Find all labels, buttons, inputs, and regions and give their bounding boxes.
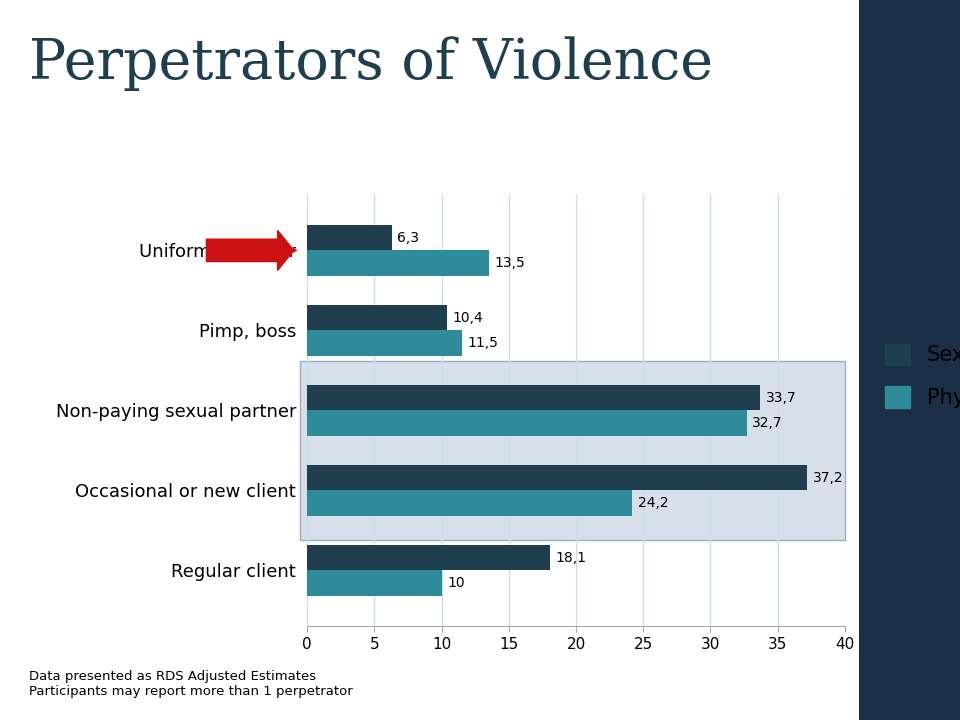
Text: 24,2: 24,2	[637, 496, 668, 510]
Text: 33,7: 33,7	[765, 390, 796, 405]
FancyBboxPatch shape	[300, 361, 845, 540]
Bar	[307, 384, 760, 410]
Bar	[307, 465, 807, 490]
Bar	[307, 225, 392, 251]
Text: Data presented as RDS Adjusted Estimates
Participants may report more than 1 per: Data presented as RDS Adjusted Estimates…	[29, 670, 352, 698]
Text: Perpetrators of Violence: Perpetrators of Violence	[29, 36, 712, 91]
Text: 6,3: 6,3	[397, 230, 420, 245]
Text: 18,1: 18,1	[556, 551, 587, 564]
Bar	[307, 570, 442, 596]
Bar	[307, 305, 447, 330]
Bar	[307, 545, 550, 570]
Bar	[307, 251, 489, 276]
Text: 10,4: 10,4	[452, 310, 483, 325]
Text: 13,5: 13,5	[494, 256, 525, 270]
Legend: Sexual, Physical: Sexual, Physical	[876, 336, 960, 416]
Bar	[307, 490, 633, 516]
Text: 37,2: 37,2	[812, 471, 843, 485]
Bar	[307, 330, 462, 356]
Text: 10: 10	[447, 576, 465, 590]
Text: 11,5: 11,5	[468, 336, 498, 350]
FancyArrow shape	[206, 230, 294, 271]
Text: 32,7: 32,7	[752, 416, 782, 430]
Bar	[307, 410, 747, 436]
